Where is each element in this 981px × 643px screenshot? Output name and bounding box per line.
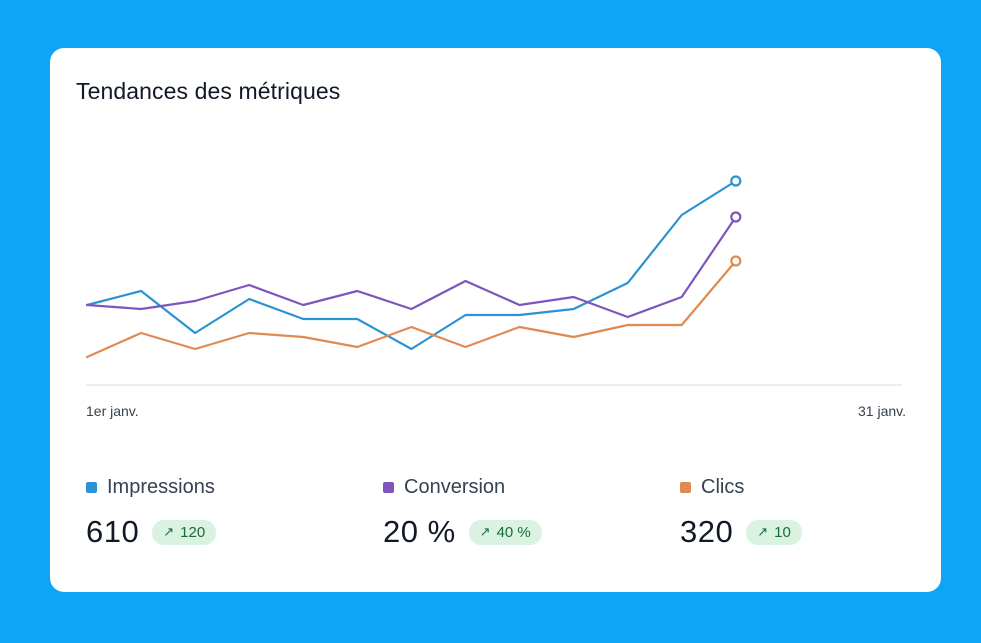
conversion-delta: 40 % bbox=[496, 523, 531, 541]
legend-clics: Clics 320 ↗ 10 bbox=[680, 474, 940, 550]
conversion-delta-badge: ↗ 40 % bbox=[468, 519, 542, 545]
x-tick-start: 1er janv. bbox=[86, 403, 139, 419]
series-line-conversion bbox=[85, 215, 737, 319]
legend-swatch-clics bbox=[680, 481, 691, 493]
impressions-value: 610 bbox=[86, 514, 140, 549]
impressions-delta-badge: ↗ 120 bbox=[152, 519, 217, 545]
clics-delta: 10 bbox=[774, 523, 791, 541]
line-chart bbox=[85, 175, 902, 386]
x-tick-end: 31 janv. bbox=[858, 403, 906, 419]
series-endpoint-clics bbox=[730, 255, 742, 267]
series-endpoint-conversion bbox=[730, 211, 742, 223]
series-line-clics bbox=[85, 259, 737, 359]
trend-up-icon: ↗ bbox=[479, 524, 491, 539]
series-line-impressions bbox=[85, 179, 737, 351]
legend-swatch-conversion bbox=[383, 481, 394, 493]
legend-label-clics: Clics bbox=[701, 475, 745, 498]
trend-up-icon: ↗ bbox=[757, 524, 769, 539]
legend-swatch-impressions bbox=[86, 481, 97, 493]
series-endpoint-impressions bbox=[730, 175, 742, 187]
legend-impressions: Impressions 610 ↗ 120 bbox=[86, 474, 346, 550]
conversion-value: 20 % bbox=[383, 514, 456, 549]
clics-value: 320 bbox=[680, 514, 734, 549]
trend-up-icon: ↗ bbox=[163, 524, 175, 539]
card-title: Tendances des métriques bbox=[76, 78, 341, 104]
impressions-delta: 120 bbox=[180, 523, 206, 541]
legend-label-conversion: Conversion bbox=[404, 475, 506, 498]
clics-delta-badge: ↗ 10 bbox=[746, 519, 802, 545]
legend-conversion: Conversion 20 % ↗ 40 % bbox=[383, 474, 643, 550]
legend-label-impressions: Impressions bbox=[107, 475, 215, 498]
metrics-trends-card: Tendances des métriques 1er janv. 31 jan… bbox=[50, 48, 941, 592]
